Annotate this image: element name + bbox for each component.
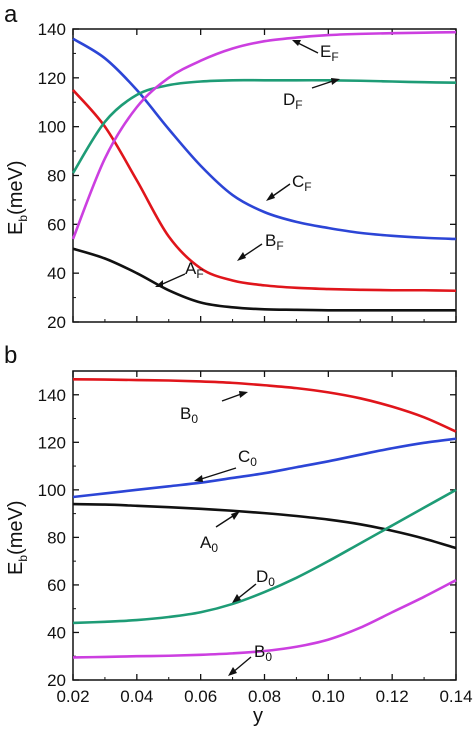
svg-text:EF: EF	[320, 42, 339, 64]
panel-b-y-axis-title: Eb(meV)	[5, 501, 30, 575]
panel-b-y-tick-label: 20	[47, 671, 66, 690]
svg-text:AF: AF	[185, 259, 204, 281]
panel-a-y-tick-label: 120	[38, 69, 66, 88]
panel-b-y-tick-label: 60	[47, 576, 66, 595]
panel-a-y-ticks: 20 40 60 80 100 120 140	[38, 20, 456, 332]
svg-text:BF: BF	[265, 231, 284, 253]
panel-a-y-tick-label: 140	[38, 20, 66, 39]
panel-b-series-line-1	[72, 378, 457, 433]
panel-b-y-tick-label: 120	[38, 433, 66, 452]
panel-a-y-axis-title: Eb(meV)	[5, 161, 30, 235]
panel-b-letter: b	[4, 342, 17, 369]
svg-text:B0: B0	[254, 642, 272, 664]
annotation-b0-upper: B0	[180, 391, 248, 426]
panel-a-y-tick-label: 60	[47, 215, 66, 234]
annotation-c-f: CF	[266, 172, 312, 201]
panel-b-x-ticks: 0.02 0.04 0.06 0.08 0.10 0.12 0.14	[56, 371, 473, 706]
svg-text:DF: DF	[283, 90, 303, 112]
svg-text:B0: B0	[180, 404, 198, 426]
panel-b-x-tick-label: 0.06	[184, 687, 217, 706]
panel-a-y-tick-label: 80	[47, 167, 66, 186]
svg-text:D0: D0	[256, 567, 275, 589]
panel-a: a 20 40 60 80 100 120 140 Eb(meV) AF BF CF DF	[4, 1, 457, 332]
panel-b-x-tick-label: 0.02	[56, 687, 89, 706]
annotation-e-f: EF	[292, 40, 339, 64]
panel-b-series-line-4	[72, 579, 457, 659]
panel-a-y-tick-label: 40	[47, 264, 66, 283]
panel-a-frame	[72, 28, 457, 323]
panel-b-y-tick-label: 140	[38, 386, 66, 405]
panel-b-series-line-3	[72, 488, 457, 625]
panel-a-series-line-0	[72, 247, 456, 312]
panel-b-series	[72, 378, 457, 659]
annotation-d-f: DF	[283, 78, 340, 112]
annotation-b-f: BF	[237, 231, 284, 261]
panel-b-x-tick-label: 0.14	[439, 687, 472, 706]
panel-a-series-line-4	[71, 30, 457, 240]
panel-b-x-tick-label: 0.12	[376, 687, 409, 706]
panel-a-x-ticks	[72, 29, 457, 322]
annotation-a-f: AF	[155, 259, 204, 287]
annotation-d0: D0	[232, 567, 275, 603]
svg-text:C0: C0	[238, 447, 257, 469]
svg-text:CF: CF	[292, 172, 312, 194]
panel-a-series-line-1	[72, 89, 457, 293]
panel-a-y-tick-label: 100	[38, 118, 66, 137]
panel-a-series-line-3	[71, 78, 457, 174]
panel-b: b 20 40 60 80 100 120 140 0.02 0.04 0.06 0.08 0.10…	[4, 342, 473, 727]
panel-b-series-line-2	[72, 437, 457, 499]
svg-text:A0: A0	[200, 533, 218, 555]
panel-b-frame	[72, 370, 457, 681]
panel-a-y-tick-label: 20	[47, 313, 66, 332]
panel-b-y-tick-label: 40	[47, 623, 66, 642]
panel-a-letter: a	[4, 1, 18, 28]
panel-b-x-axis-title: y	[253, 705, 263, 727]
panel-b-x-tick-label: 0.10	[312, 687, 345, 706]
panel-b-y-tick-label: 100	[38, 481, 66, 500]
panel-b-y-ticks: 20 40 60 80 100 120 140	[38, 386, 456, 690]
panel-b-series-line-0	[72, 502, 457, 550]
annotation-a0: A0	[200, 511, 240, 555]
panel-a-series	[71, 30, 457, 312]
panel-b-y-tick-label: 80	[47, 528, 66, 547]
panel-b-x-tick-label: 0.04	[120, 687, 153, 706]
panel-a-series-line-2	[72, 37, 457, 241]
annotation-c0: C0	[194, 447, 257, 482]
annotation-b0-lower: B0	[228, 642, 272, 676]
panel-b-x-tick-label: 0.08	[248, 687, 281, 706]
